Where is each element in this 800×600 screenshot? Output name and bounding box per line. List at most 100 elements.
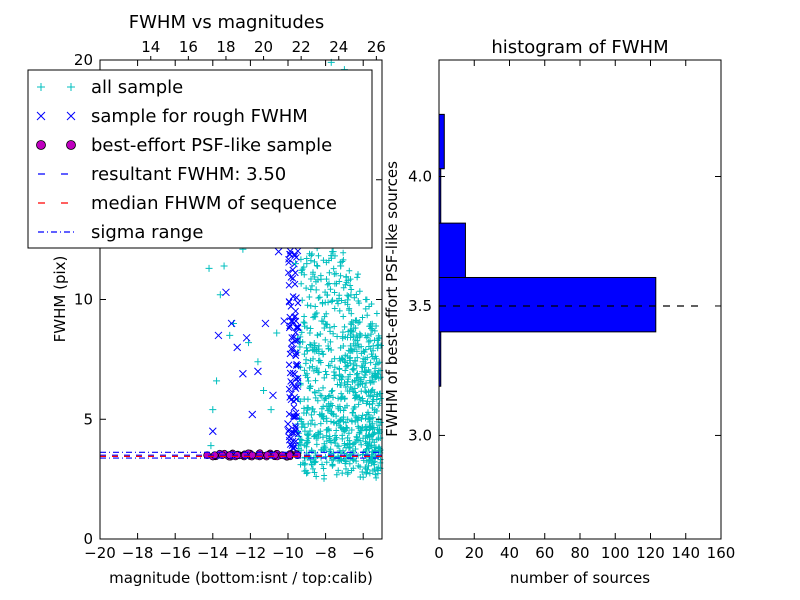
all-sample-cloud-point bbox=[333, 427, 340, 434]
all-sample-cloud-point bbox=[315, 350, 322, 357]
x-tick-label: 120 bbox=[636, 544, 665, 562]
all-sample-cloud-point bbox=[304, 432, 311, 439]
all-sample-cloud-point bbox=[306, 329, 313, 336]
all-sample-cloud-point bbox=[363, 427, 370, 434]
legend-item: best-effort PSF-like sample bbox=[36, 135, 332, 156]
rough-sample-point bbox=[227, 319, 236, 328]
all-sample-cloud-point bbox=[324, 407, 331, 414]
all-sample-cloud-point bbox=[301, 313, 308, 320]
all-sample-cloud-point bbox=[373, 444, 380, 451]
all-sample-cloud-point bbox=[323, 438, 330, 445]
histogram-bar bbox=[438, 276, 657, 333]
rough-sample-point bbox=[239, 369, 247, 378]
all-sample-cloud-point bbox=[308, 461, 315, 468]
legend-circle-icon bbox=[66, 140, 76, 150]
all-sample-cloud-point bbox=[358, 416, 365, 423]
all-sample-cloud-point bbox=[336, 376, 343, 383]
legend-label: best-effort PSF-like sample bbox=[91, 135, 332, 156]
all-sample-cloud-point bbox=[319, 461, 326, 468]
all-sample-cloud-point bbox=[364, 434, 371, 441]
all-sample-cloud-point bbox=[336, 295, 343, 302]
legend-label: sample for rough FWHM bbox=[91, 106, 308, 127]
y-tick-label: 3.5 bbox=[408, 297, 432, 315]
all-sample-cloud-point bbox=[354, 434, 361, 441]
all-sample-cloud-point bbox=[369, 431, 376, 438]
all-sample-cloud-point bbox=[371, 466, 378, 473]
rough-sample-cloud-point bbox=[289, 275, 297, 282]
all-sample-cloud-point bbox=[360, 474, 367, 481]
rough-sample-point bbox=[233, 343, 242, 352]
all-sample-cloud-point bbox=[346, 371, 353, 378]
all-sample-cloud-point bbox=[330, 419, 337, 426]
rough-sample-cloud-point bbox=[294, 430, 302, 438]
legend-plus-icon bbox=[67, 83, 75, 91]
right-x-axis-label: number of sources bbox=[510, 569, 650, 587]
all-sample-cloud-point bbox=[345, 376, 352, 383]
rough-sample-cloud-point bbox=[292, 307, 299, 315]
histogram-bar bbox=[438, 113, 445, 170]
all-sample-cloud-point bbox=[366, 377, 373, 384]
all-sample-cloud-point bbox=[339, 335, 346, 342]
all-sample-cloud-point bbox=[373, 323, 380, 330]
all-sample-cloud-point bbox=[318, 276, 325, 283]
legend-plus-icon bbox=[37, 83, 45, 91]
all-sample-cloud-point bbox=[313, 346, 320, 353]
all-sample-cloud-point bbox=[368, 351, 375, 358]
all-sample-cloud-point bbox=[362, 346, 369, 353]
all-sample-cloud-point bbox=[368, 387, 375, 394]
legend-item: sample for rough FWHM bbox=[36, 106, 308, 127]
top-tick-label: 20 bbox=[254, 38, 273, 56]
rough-sample-cloud-point bbox=[292, 254, 300, 261]
all-sample-cloud-point bbox=[315, 295, 322, 302]
all-sample-cloud-point bbox=[307, 357, 314, 364]
all-sample-cloud-point bbox=[353, 374, 360, 381]
all-sample-point bbox=[207, 442, 215, 450]
all-sample-point bbox=[267, 406, 275, 414]
all-sample-cloud-point bbox=[302, 372, 309, 379]
all-sample-cloud-point bbox=[347, 320, 354, 327]
all-sample-cloud-point bbox=[324, 321, 331, 328]
rough-sample-cloud-point bbox=[291, 280, 299, 288]
all-sample-cloud-point bbox=[356, 300, 363, 307]
all-sample-cloud-point bbox=[316, 357, 323, 364]
rough-sample-point bbox=[291, 384, 300, 392]
all-sample-cloud-point bbox=[328, 252, 335, 259]
all-sample-cloud-point bbox=[312, 449, 319, 456]
all-sample-cloud-point bbox=[344, 471, 351, 478]
all-sample-cloud-point bbox=[322, 368, 329, 375]
rough-sample-cloud-point bbox=[290, 429, 298, 437]
all-sample-cloud-point bbox=[345, 347, 352, 354]
legend-cross-icon bbox=[36, 111, 46, 121]
all-sample-cloud-point bbox=[309, 405, 316, 412]
all-sample-cloud-point bbox=[318, 392, 325, 399]
all-sample-cloud-point bbox=[331, 305, 338, 312]
all-sample-cloud-point bbox=[298, 424, 305, 431]
all-sample-cloud-point bbox=[309, 271, 316, 278]
all-sample-cloud-point bbox=[307, 383, 314, 390]
left-x-axis-label: magnitude (bottom:isnt / top:calib) bbox=[109, 569, 373, 587]
all-sample-cloud-point bbox=[357, 376, 364, 383]
all-sample-cloud-point bbox=[370, 396, 377, 403]
all-sample-cloud-point bbox=[346, 440, 353, 447]
all-sample-cloud-point bbox=[331, 375, 338, 382]
all-sample-cloud-point bbox=[366, 303, 373, 310]
all-sample-point bbox=[374, 430, 382, 438]
all-sample-cloud-point bbox=[369, 425, 376, 432]
all-sample-cloud-point bbox=[366, 416, 373, 423]
all-sample-cloud-point bbox=[326, 448, 333, 455]
all-sample-cloud-point bbox=[374, 470, 381, 477]
all-sample-cloud-point bbox=[311, 421, 318, 428]
all-sample-point bbox=[260, 387, 268, 395]
all-sample-point bbox=[337, 262, 345, 270]
all-sample-cloud-point bbox=[334, 333, 341, 340]
legend-label: median FHWM of sequence bbox=[91, 193, 337, 214]
y-tick-label: 3.0 bbox=[408, 426, 432, 444]
all-sample-cloud-point bbox=[299, 339, 306, 346]
all-sample-cloud-point bbox=[362, 447, 369, 454]
all-sample-cloud-point bbox=[339, 470, 346, 477]
rough-sample-cloud-point bbox=[294, 323, 302, 331]
left-x-axis: −20 −18 −16 −14 −12 −10 −8 −6 bbox=[84, 60, 374, 562]
y-tick-label: 20 bbox=[74, 51, 93, 69]
all-sample-cloud-point bbox=[305, 377, 312, 384]
